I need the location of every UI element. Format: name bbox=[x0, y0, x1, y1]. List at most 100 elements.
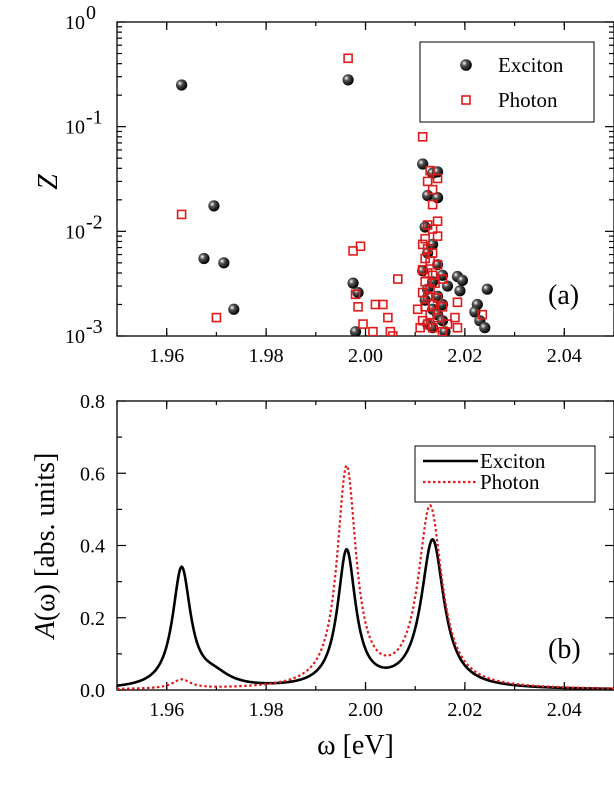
y-axis-title-symbol: A bbox=[30, 620, 61, 640]
y-tick-exp: 0 bbox=[86, 2, 96, 24]
y-tick-label: 0.0 bbox=[80, 680, 105, 702]
x-tick-label: 2.04 bbox=[547, 699, 582, 721]
x-tick-label: 2.02 bbox=[447, 699, 482, 721]
photon-point bbox=[393, 274, 403, 284]
spectrum-curves bbox=[117, 463, 614, 690]
legend-exciton-label: Exciton bbox=[480, 449, 546, 473]
y-tick-label: 0.8 bbox=[80, 391, 105, 413]
photon-point bbox=[432, 293, 443, 303]
photon-point bbox=[176, 209, 187, 220]
legend-photon-label: Photon bbox=[480, 470, 540, 494]
photon-point bbox=[350, 289, 361, 300]
exciton-point bbox=[176, 79, 188, 91]
y-tick-label: 0.4 bbox=[80, 536, 105, 558]
photon-point bbox=[477, 309, 488, 320]
y-tick-exp: -1 bbox=[86, 107, 103, 129]
exciton-point bbox=[218, 257, 230, 269]
photon-point bbox=[432, 231, 443, 241]
photon-point bbox=[358, 319, 368, 329]
photon-point bbox=[442, 319, 453, 329]
scatter-markers bbox=[176, 53, 493, 336]
y-axis-title: Z bbox=[33, 174, 64, 190]
legend-a-box bbox=[419, 41, 595, 123]
x-tick-label: 2.00 bbox=[348, 699, 383, 721]
x-tick-label: 1.98 bbox=[249, 345, 284, 367]
x-axis-title-unit: [eV] bbox=[343, 730, 394, 761]
photon-point bbox=[420, 233, 430, 244]
exciton-point bbox=[456, 274, 469, 286]
exciton-point bbox=[454, 285, 466, 297]
y-tick-base: 10 bbox=[65, 12, 85, 34]
x-tick-label: 2.00 bbox=[348, 345, 383, 367]
photon-point bbox=[378, 299, 388, 310]
exciton-point bbox=[422, 189, 434, 202]
photon-point bbox=[432, 216, 443, 226]
legend-exciton-marker bbox=[460, 59, 472, 71]
y-tick-base: 10 bbox=[65, 117, 85, 139]
photon-point bbox=[417, 132, 428, 142]
x-tick-label: 1.98 bbox=[249, 699, 284, 721]
photon-point bbox=[450, 312, 460, 323]
y-tick-label: 10 -1 bbox=[65, 107, 103, 139]
x-tick-label: 2.02 bbox=[447, 345, 482, 367]
y-tick-label: 0.6 bbox=[80, 463, 105, 485]
panel-a-label: (a) bbox=[548, 280, 579, 311]
legend-photon-label: Photon bbox=[498, 88, 558, 112]
legend-a: Exciton Photon bbox=[419, 41, 595, 123]
photon-point bbox=[420, 276, 430, 287]
legend-photon-marker bbox=[461, 95, 471, 105]
photon-point bbox=[427, 224, 438, 234]
y-tick-base: 10 bbox=[65, 326, 85, 348]
y-axis-title: A(ω) [abs. units] bbox=[30, 453, 61, 641]
photon-point bbox=[427, 199, 438, 210]
photon-point bbox=[388, 331, 398, 336]
y-tick-exp: -3 bbox=[86, 316, 103, 338]
y-tick-exp: -2 bbox=[86, 211, 103, 233]
exciton-point bbox=[228, 303, 240, 315]
photon-point bbox=[425, 165, 435, 176]
legend-exciton-label: Exciton bbox=[498, 53, 564, 77]
photon-point bbox=[437, 274, 448, 284]
photon-point bbox=[420, 253, 430, 264]
photon-point bbox=[353, 302, 363, 312]
photon-point bbox=[211, 312, 222, 323]
photon-point bbox=[437, 302, 448, 312]
photon-point bbox=[368, 326, 378, 336]
photon-point bbox=[432, 259, 443, 270]
x-tick-label: 1.96 bbox=[149, 699, 184, 721]
y-tick-label: 0.2 bbox=[80, 608, 105, 630]
x-tick-label: 2.04 bbox=[547, 345, 582, 367]
photon-point bbox=[422, 291, 433, 302]
exciton-point bbox=[347, 277, 359, 289]
photon-point bbox=[415, 322, 425, 333]
y-tick-label: 10 -3 bbox=[65, 316, 103, 348]
photon-point bbox=[355, 241, 366, 252]
photon-point bbox=[412, 304, 423, 315]
exciton-point bbox=[208, 200, 220, 212]
x-axis-title-symbol: ω bbox=[317, 730, 335, 761]
photon-curve bbox=[117, 463, 614, 690]
panel-b-label: (b) bbox=[548, 634, 581, 665]
y-tick-base: 10 bbox=[65, 221, 85, 243]
photon-point bbox=[427, 322, 438, 333]
exciton-point bbox=[479, 322, 491, 334]
y-axis-title-unit: [abs. units] bbox=[30, 453, 61, 577]
y-tick-label: 10 -2 bbox=[65, 211, 103, 243]
exciton-point bbox=[426, 322, 439, 334]
x-tick-label: 1.96 bbox=[149, 345, 184, 367]
panel-b-spectrum: 1.96 1.98 2.00 2.02 2.04 0.0 0.2 0.4 0.6 0.8 A(ω) [… bbox=[30, 391, 614, 761]
photon-point bbox=[432, 312, 443, 323]
exciton-point bbox=[441, 280, 454, 292]
exciton-point bbox=[352, 286, 364, 299]
legend-b-box bbox=[414, 445, 596, 503]
photon-point bbox=[437, 326, 448, 336]
exciton-curve bbox=[117, 537, 614, 690]
y-axis-title-arg: (ω) bbox=[30, 584, 61, 621]
photon-point bbox=[383, 312, 393, 323]
photon-point bbox=[452, 322, 463, 333]
photon-point bbox=[427, 184, 438, 195]
photon-point bbox=[452, 297, 463, 308]
